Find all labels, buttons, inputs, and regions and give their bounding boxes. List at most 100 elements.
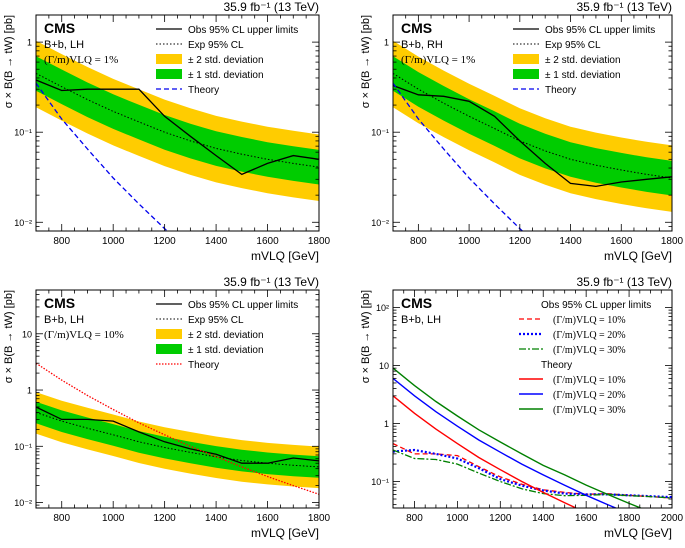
plot-area: [36, 40, 319, 231]
x-tick-label: 1200: [154, 513, 177, 524]
y-tick-label: 1: [27, 386, 32, 396]
y-tick-label: 10⁻²: [371, 218, 389, 228]
legend-entry: Obs 95% CL upper limits: [545, 25, 655, 36]
y-axis-title: σ × B(B → tW) [pb]: [3, 290, 15, 383]
legend-2sigma-symbol: [513, 54, 539, 64]
legend-entry: (Γ/m)VLQ = 30%: [553, 345, 626, 356]
cms-label: CMS: [401, 295, 432, 311]
legend-entry: ± 2 std. deviation: [188, 330, 264, 341]
legend-entry: (Γ/m)VLQ = 30%: [553, 405, 626, 416]
observed-line: [36, 406, 319, 464]
x-axis-title: mVLQ [GeV]: [604, 526, 672, 540]
y-axis-title: σ × B(B → tW) [pb]: [3, 15, 15, 108]
observed-line: [393, 84, 672, 188]
legend-entry: Exp 95% CL: [188, 40, 244, 51]
legend-entry: Theory: [188, 85, 219, 96]
y-tick-label: 10⁻²: [14, 218, 32, 228]
legend-entry: Theory: [545, 85, 576, 96]
y-tick-label: 10⁻¹: [371, 128, 389, 138]
legend-entry: Obs 95% CL upper limits: [188, 25, 298, 36]
x-tick-label: 1400: [205, 236, 228, 247]
legend-entry: (Γ/m)VLQ = 10%: [553, 375, 626, 386]
y-tick-label: 10⁻¹: [14, 128, 32, 138]
legend-2sigma-symbol: [156, 329, 182, 339]
x-tick-label: 800: [410, 236, 427, 247]
band-1sigma: [393, 56, 672, 196]
lumi-label: 35.9 fb⁻¹ (13 TeV): [577, 0, 673, 14]
channel-label: B+b, RH: [401, 39, 443, 51]
panel-bottom-right: 800 1000 1200 1400 1600 1800 2000 10² 10 1 10⁻¹ mVL…: [360, 275, 684, 540]
width-label: (Γ/m)VLQ = 1%: [401, 54, 475, 66]
x-axis-title: mVLQ [GeV]: [251, 526, 319, 540]
x-tick-label: 1800: [308, 236, 331, 247]
series-theory-5: [393, 367, 643, 508]
x-tick-label: 1800: [661, 236, 684, 247]
legend-entry: Obs 95% CL upper limits: [188, 300, 298, 311]
y-tick-label: 10²: [376, 303, 389, 313]
legend-entry: ± 2 std. deviation: [545, 55, 621, 66]
x-tick-label: 1000: [102, 236, 125, 247]
lumi-label: 35.9 fb⁻¹ (13 TeV): [224, 0, 320, 14]
x-tick-label: 1400: [205, 513, 228, 524]
legend-entry: ± 1 std. deviation: [188, 345, 264, 356]
y-tick-label: 1: [384, 419, 389, 429]
x-tick-label: 1000: [102, 513, 125, 524]
y-tick-label: 1: [384, 38, 389, 48]
legend-1sigma-symbol: [156, 69, 182, 79]
lumi-label: 35.9 fb⁻¹ (13 TeV): [577, 275, 673, 289]
x-tick-label: 1800: [308, 513, 331, 524]
x-axis-title: mVLQ [GeV]: [251, 249, 319, 263]
expected-line: [36, 72, 319, 168]
legend-1sigma-symbol: [156, 344, 182, 354]
width-label: (Γ/m)VLQ = 1%: [44, 54, 118, 66]
plot-area: [393, 367, 672, 508]
y-axis-title: σ × B(B → tW) [pb]: [360, 15, 372, 108]
y-tick-label: 10: [22, 329, 32, 339]
x-tick-label: 800: [53, 513, 70, 524]
x-tick-label: 1600: [610, 236, 633, 247]
cms-label: CMS: [44, 20, 75, 36]
x-tick-label: 1400: [532, 513, 555, 524]
channel-label: B+b, LH: [44, 314, 84, 326]
x-tick-label: 1600: [256, 513, 279, 524]
legend-header-theory: Theory: [541, 360, 572, 371]
theory-line: [393, 82, 524, 231]
plot-area: [393, 40, 672, 231]
legend-entry: ± 1 std. deviation: [188, 70, 264, 81]
legend-entry: ± 2 std. deviation: [188, 55, 264, 66]
cms-label: CMS: [44, 295, 75, 311]
legend-entry: (Γ/m)VLQ = 10%: [553, 315, 626, 326]
observed-line: [36, 79, 319, 176]
x-tick-label: 1400: [559, 236, 582, 247]
legend-entry: Theory: [188, 360, 219, 371]
x-tick-label: 1600: [256, 236, 279, 247]
panel-bottom-left: 800 1000 1200 1400 1600 1800 10 1 10⁻¹ 10⁻² mVLQ […: [3, 275, 331, 540]
legend-entry: Exp 95% CL: [188, 315, 244, 326]
y-tick-label: 10: [379, 361, 389, 371]
legend-2sigma-symbol: [156, 54, 182, 64]
series-obs-0: [393, 443, 672, 499]
expected-line: [36, 411, 319, 468]
x-axis-title: mVLQ [GeV]: [604, 249, 672, 263]
x-tick-label: 800: [53, 236, 70, 247]
cms-label: CMS: [401, 20, 432, 36]
y-tick-label: 10⁻¹: [14, 442, 32, 452]
legend-entry: (Γ/m)VLQ = 20%: [553, 330, 626, 341]
width-label: (Γ/m)VLQ = 10%: [44, 329, 124, 341]
legend-header-obs: Obs 95% CL upper limits: [541, 300, 651, 311]
x-tick-label: 1200: [154, 236, 177, 247]
legend-entry: ± 1 std. deviation: [545, 70, 621, 81]
x-tick-label: 1800: [618, 513, 641, 524]
panel-top-left: 800 1000 1200 1400 1600 1800 1 10⁻¹ 10⁻² mVLQ [Ge…: [3, 0, 331, 263]
band-1sigma: [36, 56, 319, 185]
panel-top-right: 800 1000 1200 1400 1600 1800 1 10⁻¹ 10⁻² mVLQ [Ge…: [360, 0, 684, 263]
x-tick-label: 800: [406, 513, 423, 524]
y-axis-title: σ × B(B → tW) [pb]: [360, 290, 372, 383]
band-1sigma: [36, 401, 319, 478]
series-obs-2: [393, 449, 672, 499]
x-tick-label: 1000: [458, 236, 481, 247]
series-obs-1: [393, 448, 672, 499]
x-tick-label: 1000: [446, 513, 469, 524]
y-tick-label: 10⁻²: [14, 498, 32, 508]
